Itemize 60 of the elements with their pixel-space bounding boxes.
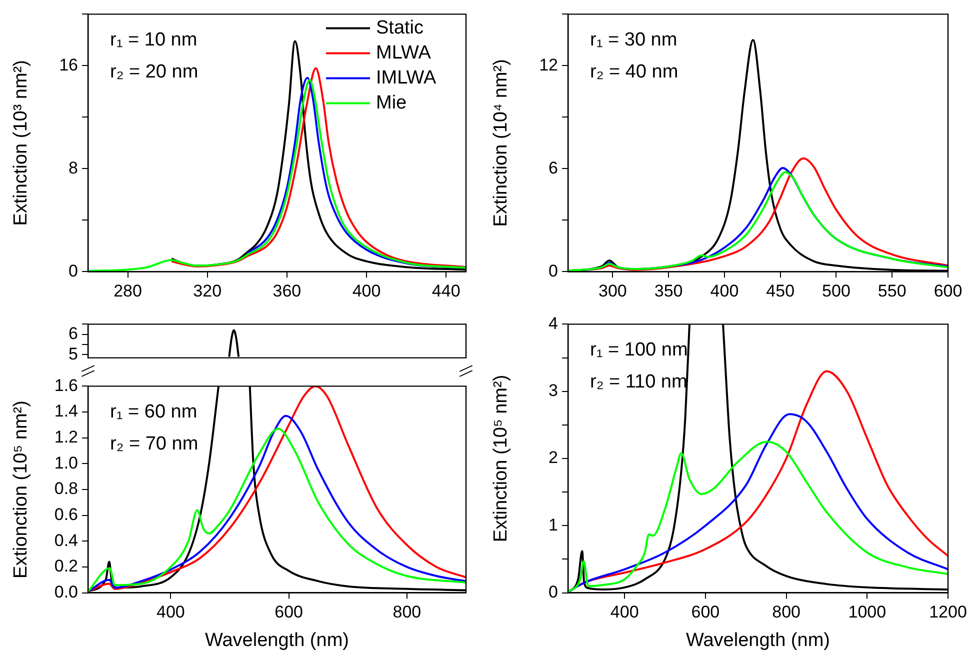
x-tick-label: 600 [934, 281, 962, 300]
x-tick-label: 400 [352, 281, 381, 300]
x-tick-label: 600 [691, 602, 720, 622]
x-tick-label: 450 [766, 281, 795, 300]
x-tick-label: 300 [598, 281, 627, 300]
legend-label: Mie [376, 92, 407, 114]
y-tick-label: 0.8 [54, 479, 78, 498]
y-tick-label: 0.2 [54, 556, 78, 576]
x-tick-label: 1000 [848, 602, 886, 622]
y-axis-title: Extinction (10⁵ nm²) [490, 374, 512, 542]
y-tick-label: 3 [548, 381, 558, 400]
y-tick-label: 1.0 [54, 453, 78, 472]
y-tick-label: 16 [59, 55, 78, 74]
y-tick-label: 6 [68, 324, 78, 344]
y-axis-title: Extinction (10³ nm²) [10, 60, 32, 226]
x-tick-label: 400 [610, 602, 639, 622]
x-tick-label: 800 [772, 602, 800, 622]
y-tick-label: 4 [548, 314, 558, 333]
x-tick-label: 600 [274, 602, 303, 622]
annotation: r₂ = 110 nm [590, 371, 688, 392]
x-tick-label: 400 [156, 602, 185, 622]
y-tick-label: 0 [548, 582, 558, 602]
x-tick-label: 500 [822, 281, 850, 300]
annotation: r₂ = 20 nm [110, 61, 198, 82]
x-axis-title: Wavelength (nm) [686, 630, 830, 651]
y-tick-label: 2 [548, 448, 558, 468]
legend-label: Static [376, 17, 424, 38]
y-tick-label: 6 [548, 158, 558, 178]
y-axis-title: Extinction (10⁴ nm²) [490, 59, 512, 227]
annotation: r₁ = 60 nm [110, 401, 198, 422]
x-tick-label: 800 [392, 602, 422, 622]
annotation: r₁ = 100 nm [590, 339, 688, 360]
annotation: r₂ = 70 nm [110, 433, 198, 454]
legend-label: IMLWA [376, 67, 436, 88]
y-tick-label: 0.6 [54, 505, 78, 524]
y-tick-label: 0 [68, 261, 78, 280]
x-tick-label: 550 [878, 281, 906, 300]
y-tick-label: 1.4 [54, 402, 78, 421]
y-tick-label: 1.2 [54, 428, 78, 447]
x-tick-label: 400 [710, 281, 739, 300]
y-tick-label: 1 [548, 515, 558, 534]
x-tick-label: 1200 [929, 602, 967, 622]
y-tick-label: 1.6 [54, 376, 78, 395]
y-tick-label: 8 [68, 158, 78, 178]
legend-label: MLWA [376, 42, 432, 64]
x-tick-label: 280 [114, 281, 142, 300]
x-tick-label: 360 [272, 281, 302, 300]
x-axis-title: Wavelength (nm) [205, 630, 349, 651]
y-tick-label: 0 [548, 261, 558, 280]
annotation: r₁ = 10 nm [110, 29, 198, 50]
x-tick-label: 350 [654, 281, 683, 300]
y-axis-title: Extionction (10⁵ nm²) [10, 400, 32, 578]
x-tick-label: 320 [193, 281, 222, 300]
y-tick-label: 0.0 [54, 582, 78, 602]
y-tick-label: 5 [68, 344, 78, 364]
x-tick-label: 440 [432, 281, 460, 300]
annotation: r₂ = 40 nm [590, 61, 678, 82]
y-tick-label: 12 [539, 55, 558, 74]
annotation: r₁ = 30 nm [590, 29, 678, 50]
y-tick-label: 0.4 [54, 530, 78, 550]
